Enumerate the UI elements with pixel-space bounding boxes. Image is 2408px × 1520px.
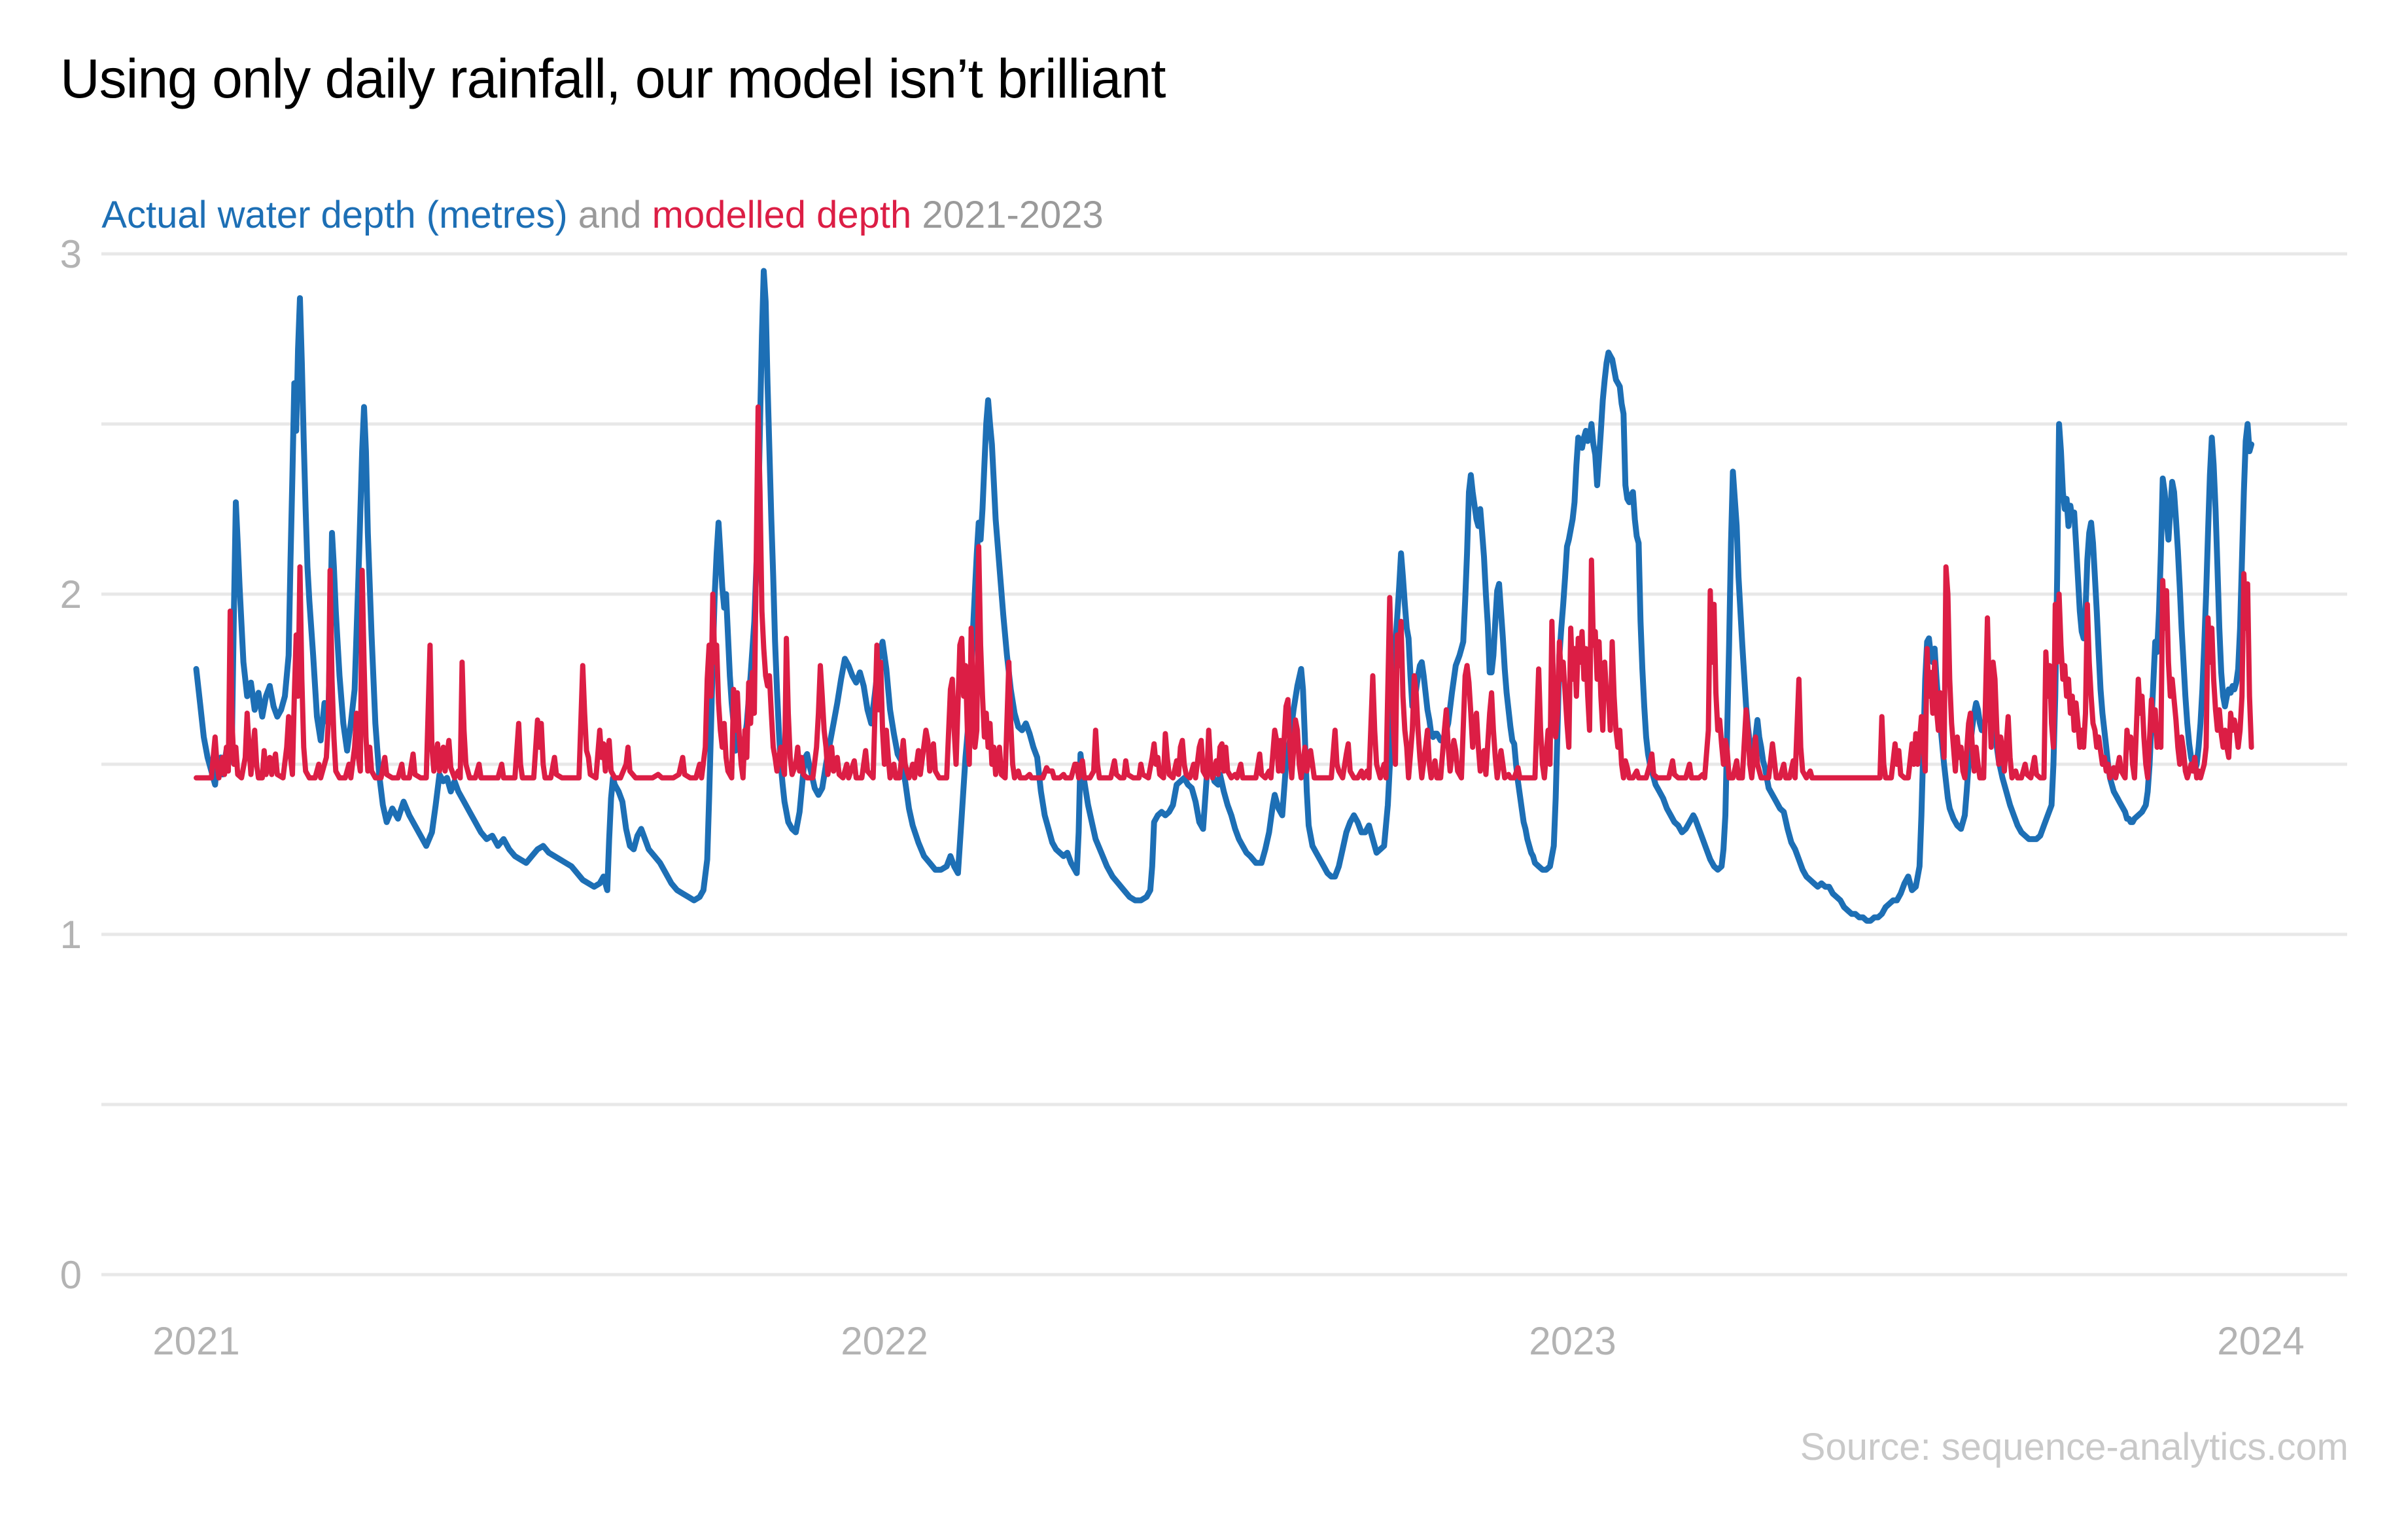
x-axis-label: 2024 <box>2217 1319 2304 1363</box>
chart-subtitle: Actual water depth (metres) and modelled… <box>61 147 1104 283</box>
y-axis-label: 1 <box>60 913 82 957</box>
x-axis-label: 2022 <box>841 1319 928 1363</box>
legend-connector-text: and <box>567 193 652 236</box>
modelled-series-line <box>194 404 2254 781</box>
y-axis-label: 3 <box>60 232 82 276</box>
actual-series-line <box>193 268 2255 924</box>
legend-actual-label: Actual water depth (metres) <box>101 193 568 236</box>
legend-modelled-label: modelled depth <box>652 193 912 236</box>
x-axis-label: 2021 <box>152 1319 239 1363</box>
source-credit: Source: sequence-analytics.com <box>1800 1426 2348 1468</box>
x-axis-label: 2023 <box>1529 1319 1616 1363</box>
page-title: Using only daily rainfall, our model isn… <box>60 48 1166 109</box>
y-axis-label: 0 <box>60 1253 82 1297</box>
y-axis-label: 2 <box>60 573 82 616</box>
legend-period-text: 2021-2023 <box>911 193 1104 236</box>
gridlines <box>101 252 2347 1277</box>
